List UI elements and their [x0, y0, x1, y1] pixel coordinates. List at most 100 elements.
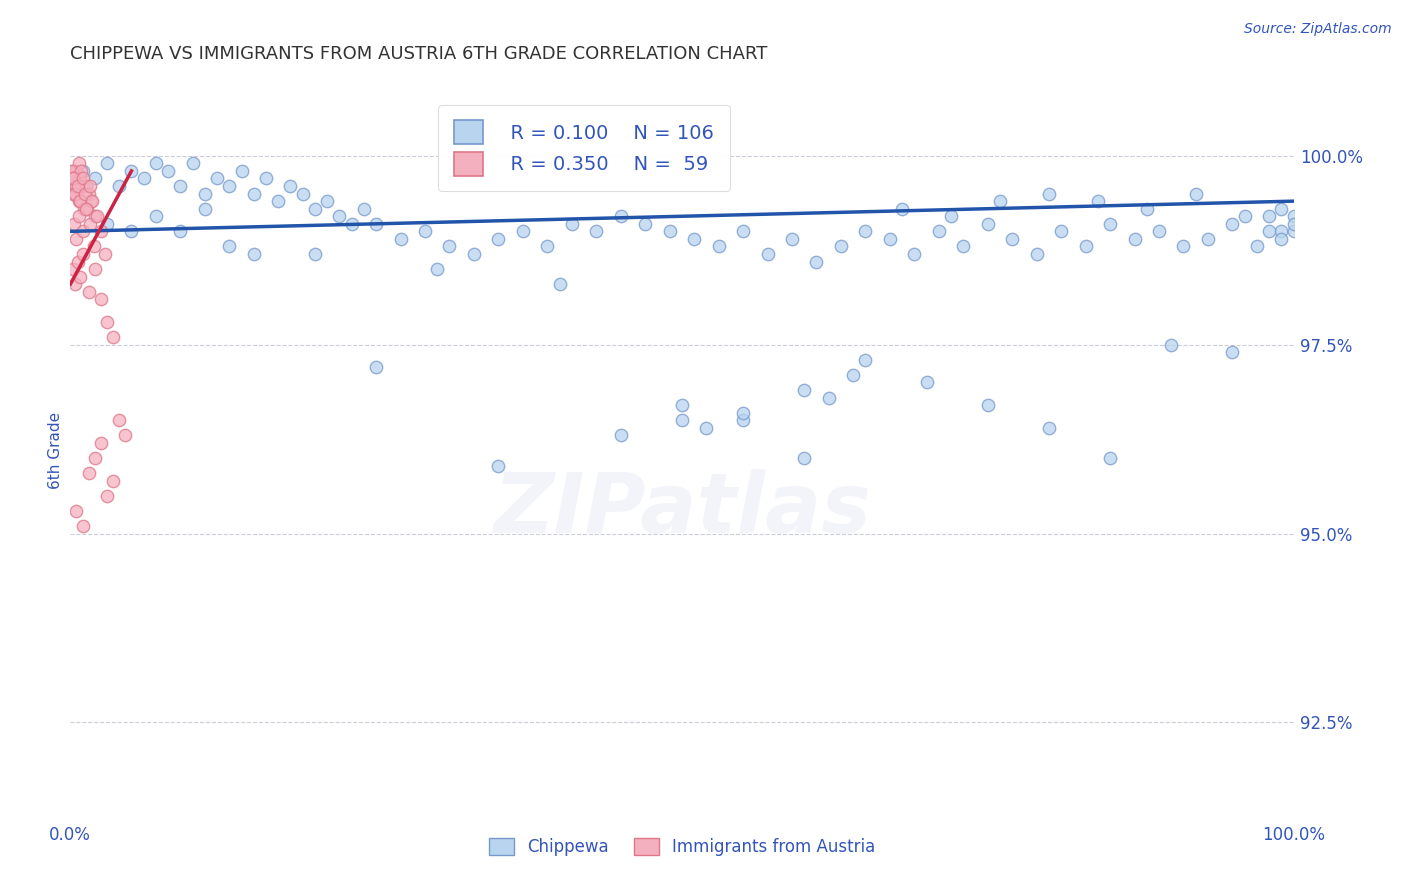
Point [1038, 186, 1060, 201]
Point [73, 186, 96, 201]
Point [793, 383, 815, 397]
Point [73, 202, 96, 216]
Point [658, 224, 681, 238]
Point [304, 202, 326, 216]
Point [101, 330, 124, 344]
Point [67, 194, 90, 209]
Point [96, 156, 118, 170]
Point [145, 209, 167, 223]
Point [86, 209, 108, 223]
Point [842, 368, 865, 382]
Point [63, 186, 86, 201]
Text: CHIPPEWA VS IMMIGRANTS FROM AUSTRIA 6TH GRADE CORRELATION CHART: CHIPPEWA VS IMMIGRANTS FROM AUSTRIA 6TH … [70, 45, 768, 63]
Point [63, 171, 86, 186]
Point [243, 247, 266, 261]
Point [60, 164, 83, 178]
Point [903, 247, 925, 261]
Point [1246, 239, 1268, 253]
Point [463, 247, 485, 261]
Point [610, 428, 633, 442]
Point [671, 398, 693, 412]
Point [72, 519, 94, 533]
Text: Source: ZipAtlas.com: Source: ZipAtlas.com [1244, 22, 1392, 37]
Point [65, 504, 87, 518]
Point [67, 209, 90, 223]
Point [855, 224, 877, 238]
Point [548, 277, 571, 292]
Point [72, 179, 94, 194]
Point [817, 391, 839, 405]
Point [561, 217, 583, 231]
Point [62, 171, 84, 186]
Point [426, 262, 449, 277]
Point [66, 254, 89, 268]
Point [157, 164, 180, 178]
Point [77, 466, 100, 480]
Point [194, 202, 217, 216]
Point [90, 224, 112, 238]
Point [243, 186, 266, 201]
Point [72, 224, 94, 238]
Point [683, 232, 706, 246]
Point [1258, 209, 1281, 223]
Point [70, 164, 93, 178]
Point [413, 224, 436, 238]
Point [121, 224, 143, 238]
Point [75, 202, 97, 216]
Point [231, 164, 253, 178]
Point [353, 202, 375, 216]
Point [585, 224, 607, 238]
Point [806, 254, 828, 268]
Point [707, 239, 730, 253]
Point [90, 293, 112, 307]
Point [69, 269, 91, 284]
Point [793, 450, 815, 465]
Point [77, 186, 100, 201]
Point [83, 239, 105, 253]
Point [205, 171, 228, 186]
Point [488, 232, 510, 246]
Point [1197, 232, 1219, 246]
Point [340, 217, 363, 231]
Point [114, 428, 136, 442]
Point [65, 232, 87, 246]
Point [72, 164, 94, 178]
Point [72, 247, 94, 261]
Point [62, 262, 84, 277]
Point [366, 360, 388, 375]
Point [83, 209, 105, 223]
Point [1258, 224, 1281, 238]
Point [1270, 202, 1292, 216]
Point [1136, 202, 1159, 216]
Y-axis label: 6th Grade: 6th Grade [48, 412, 63, 489]
Point [101, 474, 124, 488]
Point [976, 217, 998, 231]
Point [267, 194, 290, 209]
Point [62, 186, 84, 201]
Point [1282, 217, 1305, 231]
Point [976, 398, 998, 412]
Point [82, 194, 104, 209]
Point [1270, 232, 1292, 246]
Point [879, 232, 901, 246]
Point [1147, 224, 1170, 238]
Point [1282, 224, 1305, 238]
Point [66, 179, 89, 194]
Point [1099, 217, 1122, 231]
Point [928, 224, 950, 238]
Point [891, 202, 914, 216]
Point [1038, 421, 1060, 435]
Point [756, 247, 779, 261]
Point [1220, 345, 1243, 359]
Point [1173, 239, 1195, 253]
Point [1050, 224, 1073, 238]
Point [108, 179, 131, 194]
Point [1074, 239, 1097, 253]
Point [80, 194, 103, 209]
Point [65, 164, 87, 178]
Point [733, 224, 755, 238]
Point [855, 352, 877, 367]
Point [988, 194, 1011, 209]
Point [1282, 209, 1305, 223]
Point [60, 164, 83, 178]
